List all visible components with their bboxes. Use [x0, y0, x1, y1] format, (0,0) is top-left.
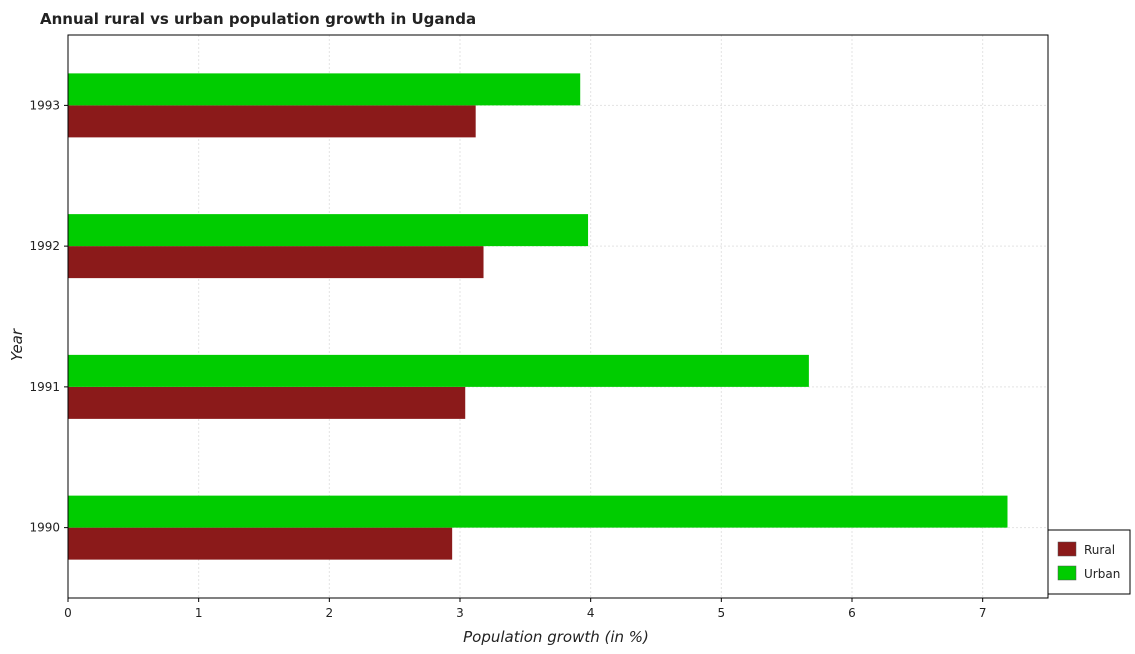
legend-swatch-urban: [1057, 565, 1077, 581]
y-axis-label: Year: [8, 328, 26, 361]
x-tick-label: 7: [979, 606, 987, 620]
plot-frame: [67, 34, 1049, 599]
axis-ticks: 0 1 2 3 4 5 6 7 1990 1991 1992 1993: [29, 98, 986, 620]
x-tick-label: 3: [456, 606, 464, 620]
bars: [68, 73, 1008, 560]
bar-rural-1991: [68, 386, 466, 419]
bar-urban-1990: [68, 495, 1008, 528]
y-tick-label: 1992: [29, 239, 60, 253]
bar-rural-1992: [68, 246, 484, 279]
x-tick-label: 4: [587, 606, 595, 620]
x-tick-label: 2: [326, 606, 334, 620]
bar-urban-1993: [68, 73, 581, 106]
x-tick-label: 6: [848, 606, 856, 620]
bar-rural-1993: [68, 105, 476, 138]
x-tick-label: 5: [718, 606, 726, 620]
legend-swatch-rural: [1057, 541, 1077, 557]
legend: Rural Urban: [1047, 529, 1131, 595]
legend-label-urban: Urban: [1084, 567, 1120, 581]
x-tick-label: 0: [64, 606, 72, 620]
y-tick-label: 1991: [29, 380, 60, 394]
legend-box: [1047, 529, 1131, 595]
x-tick-label: 1: [195, 606, 203, 620]
chart-title: Annual rural vs urban population growth …: [40, 10, 476, 28]
bar-rural-1990: [68, 527, 453, 560]
x-axis-label: Population growth (in %): [463, 628, 649, 646]
bar-urban-1991: [68, 354, 809, 387]
y-tick-label: 1993: [29, 98, 60, 112]
y-tick-label: 1990: [29, 521, 60, 535]
legend-label-rural: Rural: [1084, 543, 1115, 557]
bar-urban-1992: [68, 214, 589, 247]
